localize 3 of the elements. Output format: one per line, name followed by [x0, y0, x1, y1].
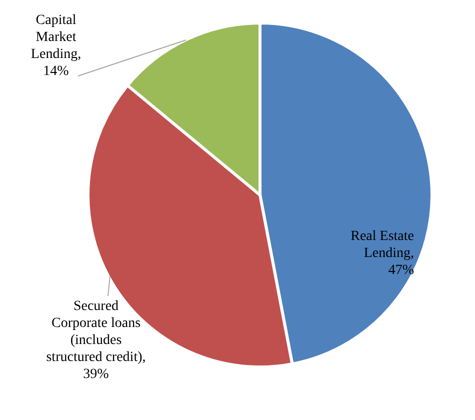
slice-label: Secured Corporate loans (includes structured credit), 39%: [46, 299, 146, 382]
slice-label: Real Estate Lending, 47%: [350, 229, 414, 278]
slice-label: Capital Market Lending, 14%: [30, 13, 82, 79]
